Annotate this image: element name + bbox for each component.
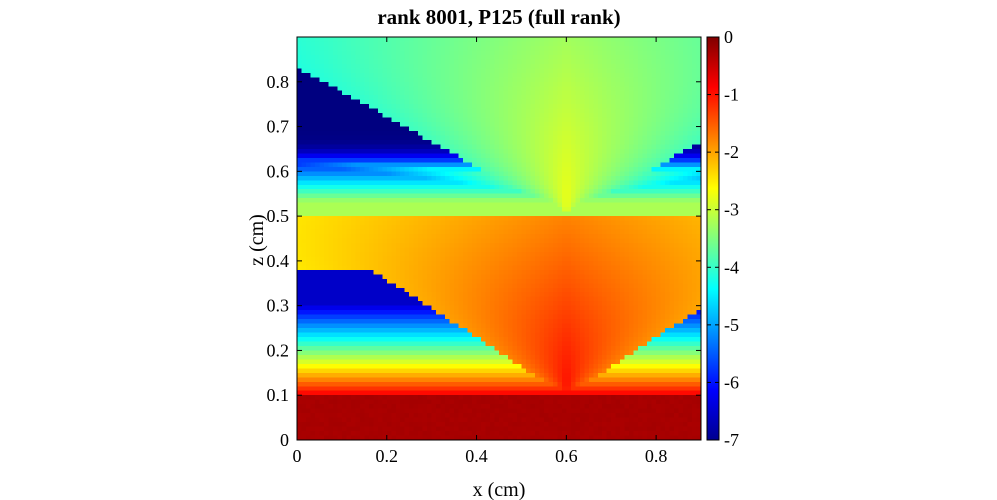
colorbar-gradient: [707, 37, 719, 440]
x-tick-label: 0: [293, 446, 302, 466]
y-tick-label: 0.1: [267, 385, 290, 405]
y-tick-label: 0.4: [267, 251, 290, 271]
y-tick-label: 0.5: [267, 206, 290, 226]
x-tick-label: 0.4: [465, 446, 488, 466]
y-tick-label: 0: [280, 430, 289, 450]
y-tick-label: 0.6: [267, 161, 290, 181]
colorbar-tick-label: -1: [724, 85, 739, 105]
colorbar-tick-label: -2: [724, 142, 739, 162]
colorbar-tick-label: -3: [724, 200, 739, 220]
colorbar-tick-label: -7: [724, 430, 739, 450]
colorbar-tick-label: -5: [724, 315, 739, 335]
y-axis-label: z (cm): [246, 214, 268, 266]
y-tick-label: 0.7: [267, 117, 290, 137]
y-tick-label: 0.3: [267, 296, 290, 316]
colorbar-tick-label: -4: [724, 257, 739, 277]
x-tick-label: 0.8: [645, 446, 668, 466]
colorbar: 0 -1 -2 -3 -4 -5 -6 -7: [707, 27, 739, 450]
x-tick-label: 0.2: [376, 446, 399, 466]
y-tick-label: 0.2: [267, 340, 290, 360]
colorbar-tick-label: -6: [724, 372, 739, 392]
x-tick-label: 0.6: [555, 446, 578, 466]
x-axis-label: x (cm): [473, 479, 526, 500]
colorbar-tick-label: 0: [724, 27, 733, 47]
chart-title: rank 8001, P125 (full rank): [377, 5, 620, 29]
plot-area: 0 0.2 0.4 0.6 0.8 0 0.1 0.2 0.3 0.4 0.5 0.6 0.7 0.8: [267, 37, 702, 466]
figure: rank 8001, P125 (full rank) 0 0.2 0.4 0.6 0.…: [0, 0, 997, 500]
heatmap-field: [297, 37, 701, 440]
y-tick-label: 0.8: [267, 72, 290, 92]
